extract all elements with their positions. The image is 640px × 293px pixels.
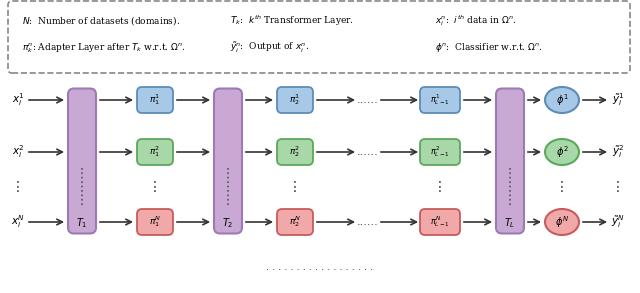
Text: $\pi_2^2$: $\pi_2^2$ [289, 144, 301, 159]
Text: $\pi_2^N$: $\pi_2^N$ [289, 214, 301, 229]
Text: ......: ...... [357, 147, 379, 157]
Text: $\tilde{y}_i^2$: $\tilde{y}_i^2$ [612, 144, 624, 160]
FancyBboxPatch shape [137, 87, 173, 113]
Text: $x_i^1$: $x_i^1$ [12, 92, 24, 108]
Text: ⋮: ⋮ [611, 180, 625, 194]
Text: $\pi_2^1$: $\pi_2^1$ [289, 93, 301, 108]
Text: $\phi^n$:  Classifier w.r.t. $\Omega^n$.: $\phi^n$: Classifier w.r.t. $\Omega^n$. [435, 42, 543, 54]
FancyBboxPatch shape [496, 88, 524, 234]
Text: $\phi^2$: $\phi^2$ [556, 144, 568, 160]
Text: ⋮: ⋮ [555, 180, 569, 194]
FancyBboxPatch shape [420, 209, 460, 235]
Text: $T_1$: $T_1$ [76, 217, 88, 230]
FancyBboxPatch shape [277, 87, 313, 113]
Text: $x_i^n$:  $i^{th}$ data in $\Omega^n$.: $x_i^n$: $i^{th}$ data in $\Omega^n$. [435, 13, 516, 28]
Text: $\phi^N$: $\phi^N$ [555, 214, 569, 230]
Text: $\pi_1^2$: $\pi_1^2$ [149, 144, 161, 159]
FancyBboxPatch shape [68, 88, 96, 234]
Text: $\pi_{L-1}^2$: $\pi_{L-1}^2$ [430, 144, 450, 159]
Text: $\pi_{L-1}^1$: $\pi_{L-1}^1$ [430, 93, 450, 108]
Text: ......: ...... [357, 217, 379, 227]
Text: ⋮: ⋮ [11, 180, 25, 194]
Text: $T_k$:  $k^{th}$ Transformer Layer.: $T_k$: $k^{th}$ Transformer Layer. [230, 14, 354, 28]
Text: $\pi_1^1$: $\pi_1^1$ [149, 93, 161, 108]
FancyBboxPatch shape [277, 209, 313, 235]
Text: $\tilde{y}_i^1$: $\tilde{y}_i^1$ [612, 92, 624, 108]
FancyBboxPatch shape [137, 139, 173, 165]
Text: $x_i^N$: $x_i^N$ [11, 214, 25, 230]
Text: $\tilde{y}_i^n$:  Output of $x_i^n$.: $\tilde{y}_i^n$: Output of $x_i^n$. [230, 41, 309, 55]
Text: ⋮: ⋮ [148, 180, 162, 194]
Text: $T_L$: $T_L$ [504, 217, 516, 230]
FancyBboxPatch shape [8, 1, 630, 73]
Text: $\tilde{y}_i^N$: $\tilde{y}_i^N$ [611, 214, 625, 230]
Text: $\pi_1^N$: $\pi_1^N$ [148, 214, 161, 229]
FancyBboxPatch shape [420, 139, 460, 165]
Ellipse shape [545, 87, 579, 113]
Text: $N$:  Number of datasets (domains).: $N$: Number of datasets (domains). [22, 15, 180, 28]
Text: ⋮: ⋮ [433, 180, 447, 194]
Ellipse shape [545, 209, 579, 235]
FancyBboxPatch shape [214, 88, 242, 234]
Text: $\pi_{L-1}^N$: $\pi_{L-1}^N$ [430, 214, 450, 229]
Ellipse shape [545, 139, 579, 165]
Text: · · · · · · · · · · · · · · · · · ·: · · · · · · · · · · · · · · · · · · [266, 265, 374, 275]
FancyBboxPatch shape [420, 87, 460, 113]
Text: ⋮: ⋮ [288, 180, 302, 194]
Text: $x_i^2$: $x_i^2$ [12, 144, 24, 160]
FancyBboxPatch shape [277, 139, 313, 165]
Text: $\phi^1$: $\phi^1$ [556, 92, 568, 108]
FancyBboxPatch shape [137, 209, 173, 235]
Text: $T_2$: $T_2$ [222, 217, 234, 230]
Text: $\pi_k^n$: Adapter Layer after $T_k$ w.r.t. $\Omega^n$.: $\pi_k^n$: Adapter Layer after $T_k$ w.r… [22, 41, 186, 55]
Text: ......: ...... [357, 95, 379, 105]
